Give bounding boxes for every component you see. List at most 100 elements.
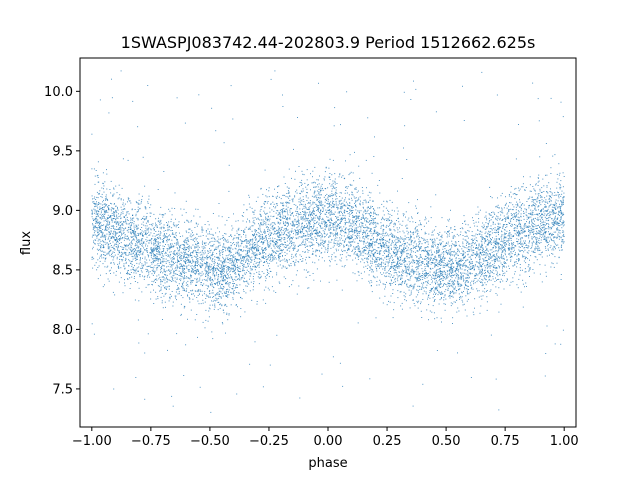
data-point [544, 246, 546, 248]
data-point [105, 229, 107, 231]
data-point [419, 240, 421, 242]
data-point [425, 293, 427, 295]
data-point [458, 289, 460, 291]
data-point [125, 215, 127, 217]
data-point [172, 275, 174, 277]
data-point [214, 306, 216, 308]
data-point [232, 288, 234, 290]
data-point [254, 244, 255, 246]
data-point [524, 223, 525, 225]
data-point [243, 230, 245, 232]
data-point [94, 183, 96, 185]
data-point [390, 219, 392, 221]
data-point [310, 219, 312, 221]
data-point [520, 223, 521, 225]
data-point [257, 217, 259, 219]
data-point [418, 265, 420, 266]
data-point [188, 277, 189, 279]
data-point [238, 260, 240, 262]
data-point [380, 233, 382, 235]
data-point [332, 185, 334, 187]
data-point [95, 212, 97, 214]
data-point [359, 177, 361, 179]
data-point [350, 184, 352, 186]
data-point [375, 226, 377, 228]
data-point [113, 388, 115, 390]
data-point [414, 260, 416, 262]
data-point [333, 241, 335, 243]
data-point [296, 230, 298, 232]
data-point [227, 249, 229, 251]
data-point [143, 215, 145, 217]
data-point [184, 252, 186, 254]
data-point [379, 297, 381, 299]
data-point [162, 281, 163, 283]
data-point [390, 295, 392, 297]
data-point [300, 218, 302, 220]
data-point [347, 237, 349, 239]
data-point [531, 243, 533, 245]
data-point [538, 253, 540, 255]
data-point [101, 234, 103, 236]
data-point [314, 251, 316, 253]
data-point [273, 290, 275, 292]
data-point [225, 291, 227, 293]
data-point [170, 276, 172, 278]
data-point [453, 251, 455, 253]
data-point [549, 211, 551, 213]
data-point [131, 243, 133, 245]
data-point [136, 244, 138, 246]
data-point [158, 246, 160, 248]
data-point [340, 221, 342, 223]
data-point [201, 260, 203, 262]
data-point [376, 231, 378, 233]
data-point [401, 178, 403, 179]
data-point [318, 259, 320, 261]
data-point [408, 202, 410, 204]
data-point [294, 195, 296, 197]
data-point [373, 221, 374, 223]
data-point [239, 262, 241, 264]
data-point [185, 251, 187, 253]
data-point [562, 197, 564, 199]
data-point [266, 220, 268, 222]
data-point [327, 251, 328, 253]
data-point [286, 237, 288, 239]
data-point [410, 231, 412, 233]
data-point [227, 258, 229, 260]
data-point [321, 201, 323, 203]
data-point [194, 273, 196, 274]
data-point [518, 239, 520, 241]
data-point [446, 252, 448, 254]
data-point [219, 259, 220, 261]
data-point [484, 242, 486, 244]
data-point [140, 232, 142, 234]
data-point [465, 277, 467, 279]
data-point [264, 169, 266, 171]
data-point [104, 211, 106, 213]
data-point [339, 212, 340, 214]
data-point [142, 235, 144, 237]
data-point [319, 204, 321, 206]
data-point [498, 246, 500, 248]
data-point [298, 201, 300, 203]
data-point [496, 205, 498, 207]
data-point [341, 217, 343, 219]
data-point [180, 280, 182, 282]
data-point [286, 253, 288, 255]
data-point [306, 188, 308, 190]
data-point [175, 266, 177, 268]
data-point [264, 252, 265, 253]
data-point [139, 243, 141, 245]
data-point [312, 201, 314, 203]
data-point [308, 233, 310, 235]
data-point [129, 242, 131, 244]
data-point [413, 284, 415, 286]
data-point [265, 222, 267, 224]
data-point [372, 206, 373, 207]
data-point [148, 195, 150, 197]
data-point [481, 268, 483, 270]
data-point [153, 256, 155, 258]
data-point [430, 289, 432, 291]
